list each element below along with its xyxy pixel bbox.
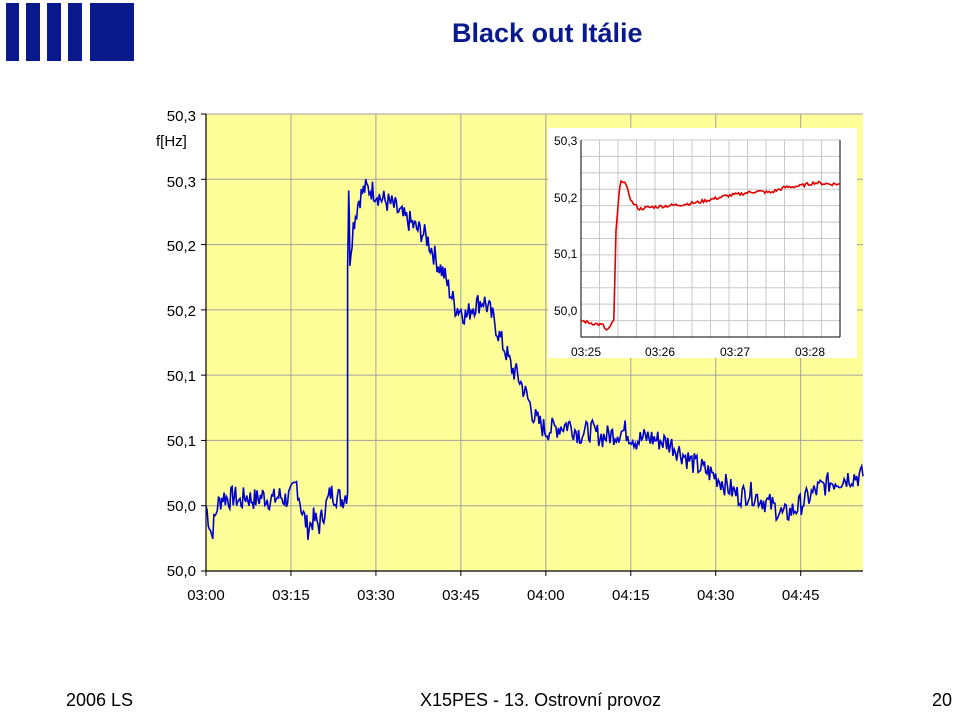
brand-logo	[6, 3, 134, 61]
inset-y-tick-label: 50,3	[554, 134, 578, 148]
slide-title: Black out Itálie	[452, 18, 643, 48]
y-tick-label: 50,2	[167, 303, 196, 320]
x-tick-label: 04:30	[697, 587, 735, 604]
inset-x-tick-label: 03:27	[720, 345, 750, 359]
y-tick-label: 50,0	[167, 498, 196, 515]
inset-y-tick-label: 50,2	[554, 191, 578, 205]
x-tick-label: 03:15	[272, 587, 310, 604]
y-tick-label: 50,3	[167, 108, 196, 125]
inset-y-tick-label: 50,0	[554, 304, 578, 318]
y-tick-label: 50,1	[167, 433, 196, 450]
x-tick-label: 04:45	[782, 587, 820, 604]
x-tick-label: 03:30	[357, 587, 395, 604]
x-tick-label: 03:00	[187, 587, 225, 604]
inset-y-tick-label: 50,1	[554, 247, 578, 261]
y-axis-label: f[Hz]	[156, 133, 187, 150]
footer-left: 2006 LS	[66, 690, 134, 710]
x-tick-label: 04:15	[612, 587, 650, 604]
y-tick-label: 50,3	[167, 174, 196, 191]
main-series-line	[205, 179, 864, 540]
inset-x-tick-label: 03:26	[645, 345, 675, 359]
y-tick-label: 50,0	[167, 563, 196, 580]
x-tick-label: 04:00	[527, 587, 565, 604]
x-tick-label: 03:45	[442, 587, 480, 604]
inset-x-tick-label: 03:25	[571, 345, 601, 359]
footer-center: X15PES - 13. Ostrovní provoz	[420, 690, 662, 710]
inset-series-line	[580, 179, 841, 331]
y-tick-label: 50,2	[167, 238, 196, 255]
footer-page-number: 20	[932, 690, 953, 710]
inset-x-tick-label: 03:28	[795, 345, 825, 359]
y-tick-label: 50,1	[167, 368, 196, 385]
